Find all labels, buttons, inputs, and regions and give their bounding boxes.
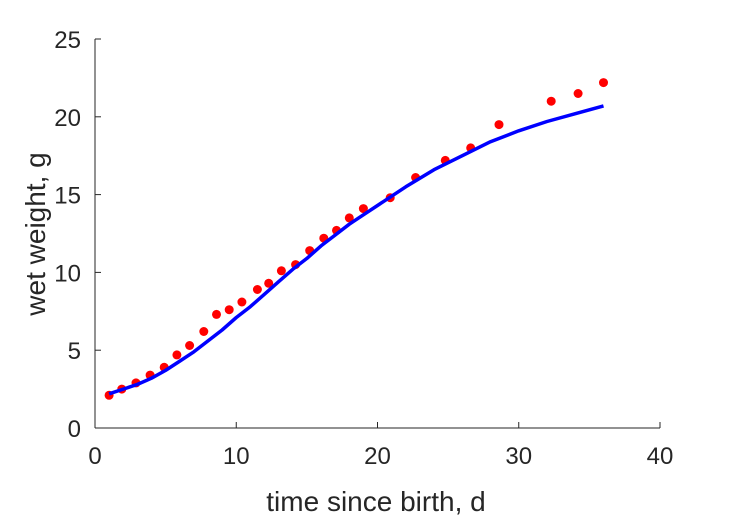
x-tick-label: 20	[364, 443, 391, 470]
y-tick-label: 20	[54, 105, 81, 132]
axes-layer: 0 10 20 30 40 0 5 10 15 20 25	[54, 27, 673, 470]
data-point	[212, 309, 221, 319]
data-point	[237, 297, 247, 307]
y-tick-label: 15	[54, 183, 81, 210]
data-point	[358, 204, 368, 214]
data-point	[546, 96, 556, 106]
data-point	[344, 213, 354, 223]
data-point	[172, 350, 182, 360]
y-tick-label: 10	[54, 260, 81, 287]
y-tick-label: 25	[54, 27, 81, 54]
data-point	[494, 120, 504, 130]
data-point	[599, 78, 608, 88]
x-tick-label: 40	[647, 443, 674, 470]
data-point	[185, 341, 195, 350]
y-tick-label: 5	[68, 338, 81, 365]
data-point	[199, 327, 209, 336]
data-point	[224, 305, 234, 315]
data-point	[264, 278, 274, 288]
data-point	[276, 266, 286, 276]
x-tick-label: 10	[223, 443, 250, 470]
x-axis-label: time since birth, d	[266, 486, 485, 517]
data-point	[573, 89, 583, 98]
x-tick-label: 0	[88, 443, 101, 470]
x-tick-label: 30	[505, 443, 532, 470]
series-layer	[104, 78, 608, 400]
fit-curve-line	[108, 104, 604, 396]
data-point	[252, 285, 262, 294]
y-tick-label: 0	[68, 416, 81, 443]
y-axis-label: wet weight, g	[20, 152, 51, 316]
